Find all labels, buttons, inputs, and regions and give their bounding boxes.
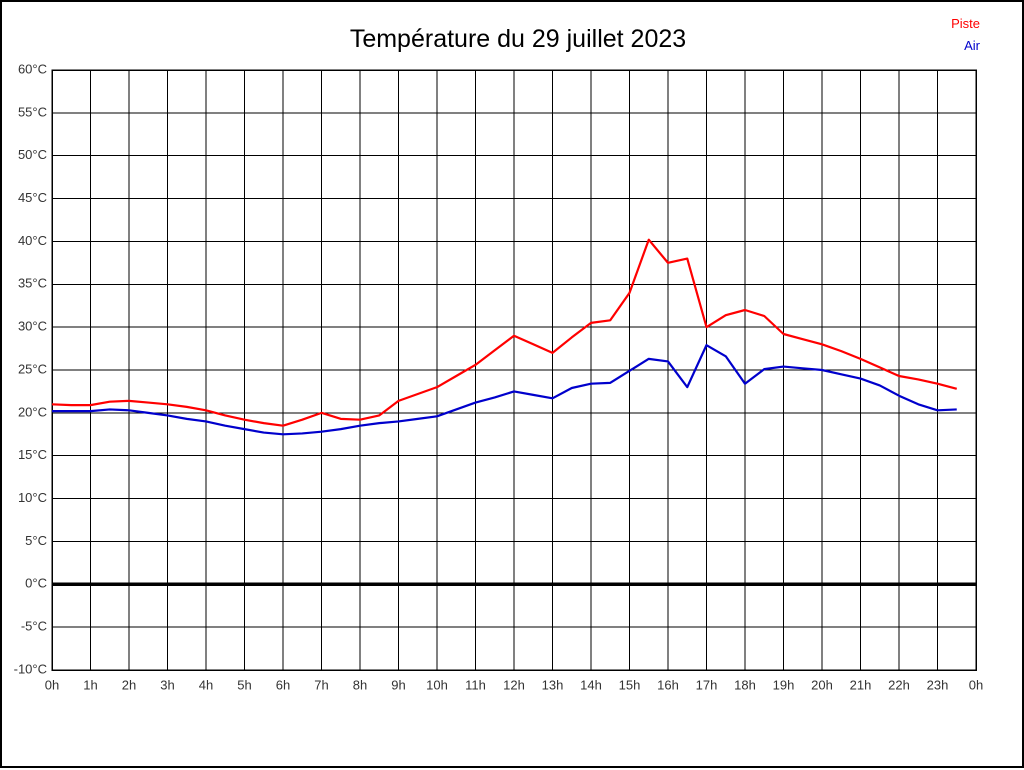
x-axis-tick-label: 11h — [465, 678, 486, 693]
x-axis-tick-label: 13h — [542, 678, 564, 693]
y-axis-tick-label: 35°C — [18, 276, 47, 291]
y-axis-tick-label: -10°C — [14, 661, 47, 676]
x-axis-tick-label: 20h — [811, 678, 833, 693]
y-axis-tick-label: 50°C — [18, 147, 47, 162]
x-axis-tick-label: 5h — [237, 678, 251, 693]
plot-frame — [51, 69, 977, 671]
x-axis-tick-label: 0h — [969, 678, 983, 693]
y-axis-tick-label: 55°C — [18, 104, 47, 119]
y-axis-tick-label: 10°C — [18, 490, 47, 505]
y-axis-tick-label: 45°C — [18, 190, 47, 205]
y-axis-tick-label: 20°C — [18, 404, 47, 419]
x-axis-tick-label: 2h — [122, 678, 136, 693]
page-title: Température du 29 juillet 2023 — [350, 25, 686, 53]
y-axis-tick-label: 30°C — [18, 319, 47, 334]
y-axis-tick-label: 60°C — [18, 61, 47, 76]
x-axis-tick-labels: 0h 1h 2h 3h 4h 5h 6h 7h 8h 9h 10h 11h 12h 13h 14h 15h 16… — [45, 678, 983, 693]
x-axis-tick-label: 4h — [199, 678, 213, 693]
x-axis-tick-label: 15h — [619, 678, 641, 693]
x-axis-tick-label: 1h — [83, 678, 97, 693]
x-axis-tick-label: 12h — [503, 678, 525, 693]
x-axis-tick-label: 6h — [276, 678, 290, 693]
x-axis-tick-label: 16h — [657, 678, 679, 693]
x-axis-tick-label: 21h — [850, 678, 872, 693]
x-axis-tick-label: 9h — [391, 678, 405, 693]
x-axis-tick-label: 18h — [734, 678, 756, 693]
x-axis-tick-label: 3h — [160, 678, 174, 693]
x-axis-tick-label: 0h — [45, 678, 59, 693]
series-lines — [51, 238, 958, 436]
x-axis-tick-label: 14h — [580, 678, 602, 693]
y-axis-tick-label: 25°C — [18, 361, 47, 376]
y-axis-tick-label: -5°C — [21, 619, 47, 634]
x-axis-tick-label: 10h — [426, 678, 448, 693]
y-axis-tick-label: 0°C — [25, 576, 47, 591]
y-axis-tick-label: 15°C — [18, 447, 47, 462]
y-axis-tick-label: 5°C — [25, 533, 47, 548]
x-axis-tick-label: 7h — [314, 678, 328, 693]
x-axis-tick-label: 8h — [353, 678, 367, 693]
series-line-piste — [51, 238, 958, 427]
legend-item-piste: Piste — [951, 16, 980, 31]
series-line-air — [52, 344, 957, 436]
y-axis-tick-label: 40°C — [18, 233, 47, 248]
x-axis-tick-label: 22h — [888, 678, 910, 693]
x-axis-tick-label: 23h — [927, 678, 949, 693]
legend-item-air: Air — [964, 38, 981, 53]
x-axis-tick-label: 19h — [773, 678, 795, 693]
y-axis-tick-labels: 60°C 55°C 50°C 45°C 40°C 35°C 30°C 25°C 20°C 15°C… — [14, 61, 47, 676]
x-axis-tick-label: 17h — [696, 678, 718, 693]
